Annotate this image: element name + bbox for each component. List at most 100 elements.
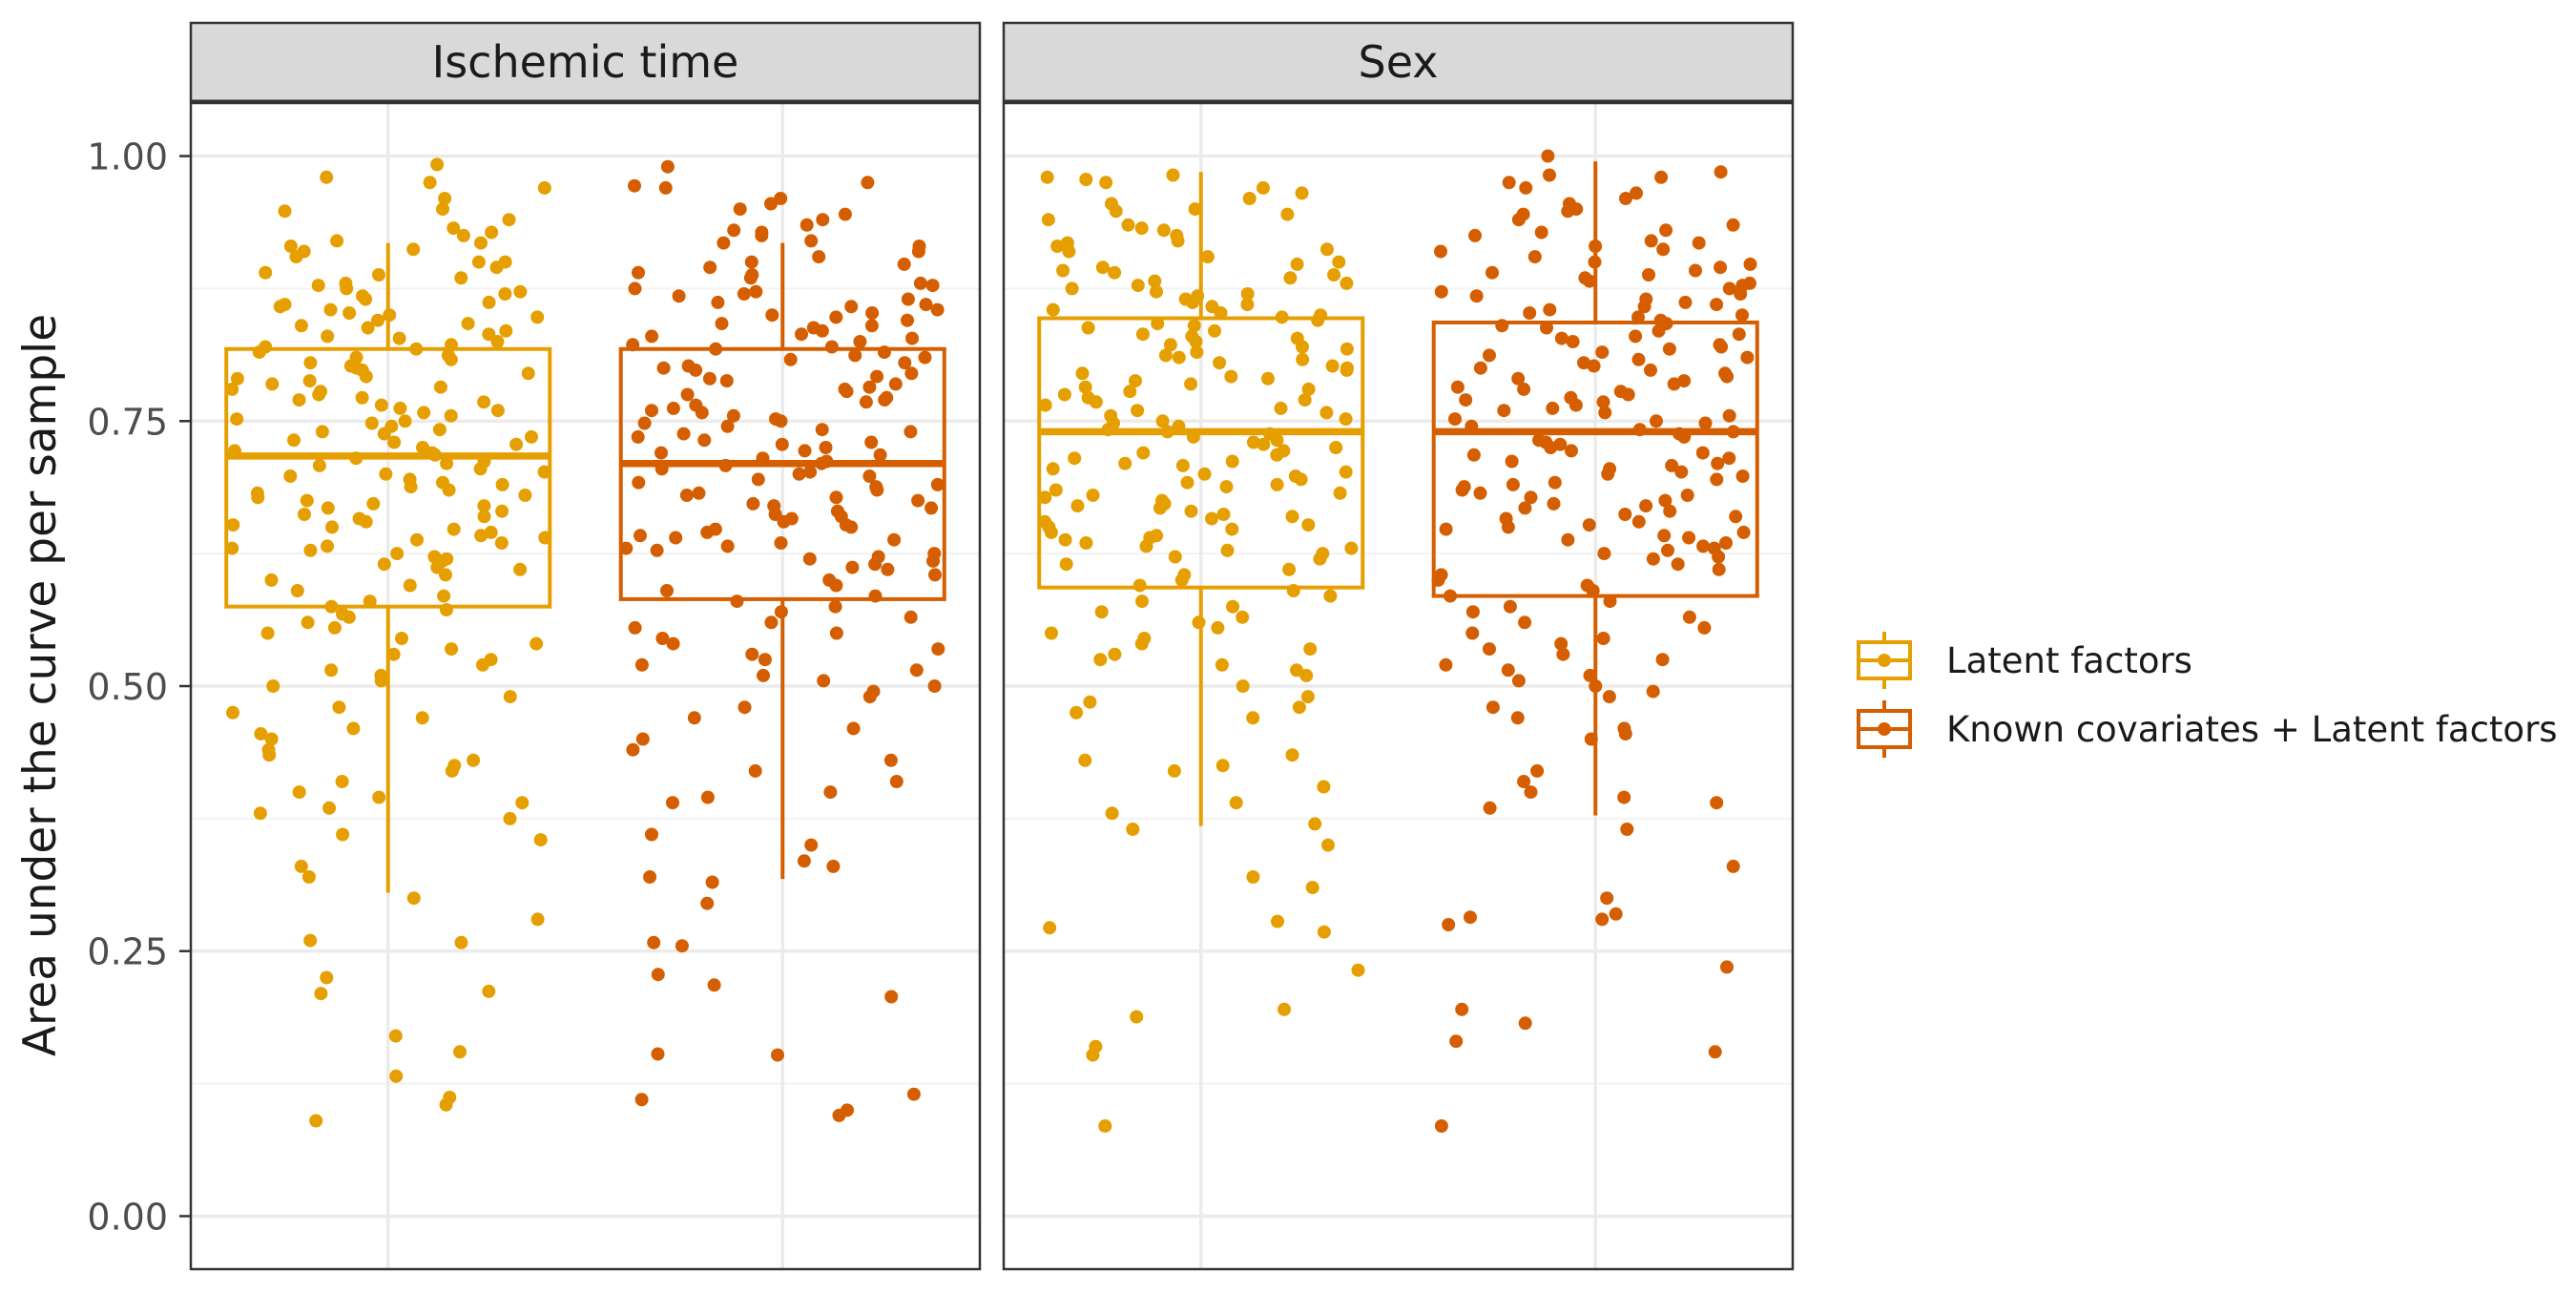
data-point [748,763,762,778]
data-point [1506,477,1520,491]
data-point [720,419,735,433]
data-point [1541,149,1555,163]
data-point [703,261,717,275]
data-point [1257,437,1271,451]
data-point [676,427,691,441]
data-point [1205,511,1218,526]
data-point [321,539,334,553]
data-point [1075,366,1090,381]
data-point [417,406,431,420]
data-point [749,284,763,299]
data-point [1629,329,1643,344]
data-point [1554,331,1568,345]
data-point [1270,433,1284,448]
data-point [829,578,843,593]
data-point [477,510,491,524]
data-point [645,404,658,418]
boxplot-group [1431,149,1759,1133]
data-point [1311,313,1325,327]
facet-panel: Ischemic time [189,21,982,1271]
data-point [518,489,532,502]
data-point [765,308,779,323]
data-point [533,833,548,847]
data-point [1561,204,1575,219]
data-point [700,896,715,910]
data-point [1317,780,1331,794]
data-point [1444,589,1457,603]
legend-key [1857,700,1912,758]
data-point [1517,382,1531,396]
data-point [1070,499,1085,513]
data-point [525,429,538,444]
data-point [919,298,933,312]
data-point [815,456,829,470]
data-point [1329,441,1343,454]
data-point [1132,578,1147,593]
data-point [513,562,528,576]
data-point [1710,796,1724,810]
data-point [1105,806,1119,821]
y-axis-label: Area under the curve per sample [14,314,67,1056]
data-point [273,300,287,314]
data-point [289,250,303,264]
data-point [1298,393,1312,407]
data-point [1652,323,1666,338]
data-point [1211,620,1225,635]
data-point [438,192,452,205]
data-point [428,448,442,462]
data-point [1566,335,1580,348]
data-point [1301,382,1316,396]
data-point [1720,960,1734,974]
data-point [829,490,843,505]
data-point [372,268,385,282]
data-point [1184,504,1198,518]
data-point [1588,255,1602,269]
data-point [1282,562,1297,576]
data-point [387,435,402,449]
data-point [1546,401,1560,415]
data-point [1483,801,1497,815]
data-point [1589,240,1603,253]
data-point [377,557,391,572]
data-point [332,700,346,715]
data-point [259,265,273,280]
data-point [1078,380,1092,394]
data-point [862,690,877,704]
data-point [1632,423,1647,437]
data-point [1485,700,1500,715]
data-point [911,493,925,508]
data-point [1465,605,1480,619]
data-point [1556,647,1570,661]
data-point [1659,223,1673,238]
data-point [1714,261,1728,275]
data-point [804,838,819,852]
data-point [1697,620,1712,635]
data-point [346,721,361,736]
data-point [628,620,642,635]
data-point [1186,295,1199,309]
data-point [361,321,375,335]
data-point [1712,550,1726,564]
data-point [1665,458,1679,472]
data-point [904,366,919,381]
data-point [1278,1002,1291,1016]
data-point [1226,599,1239,614]
data-point [1285,510,1299,524]
data-point [290,584,304,597]
data-point [1583,668,1597,682]
data-point [1219,480,1234,494]
data-point [1045,626,1058,640]
data-point [383,308,397,323]
data-point [1450,380,1465,394]
data-point [266,679,280,693]
data-point [925,279,940,293]
data-point [1049,483,1063,497]
data-point [1299,668,1314,682]
data-point [1155,414,1170,428]
data-point [1301,518,1316,532]
data-point [859,395,873,409]
data-point [409,342,424,356]
data-point [1098,1119,1112,1133]
data-point [1339,412,1353,427]
data-point [1598,406,1612,420]
